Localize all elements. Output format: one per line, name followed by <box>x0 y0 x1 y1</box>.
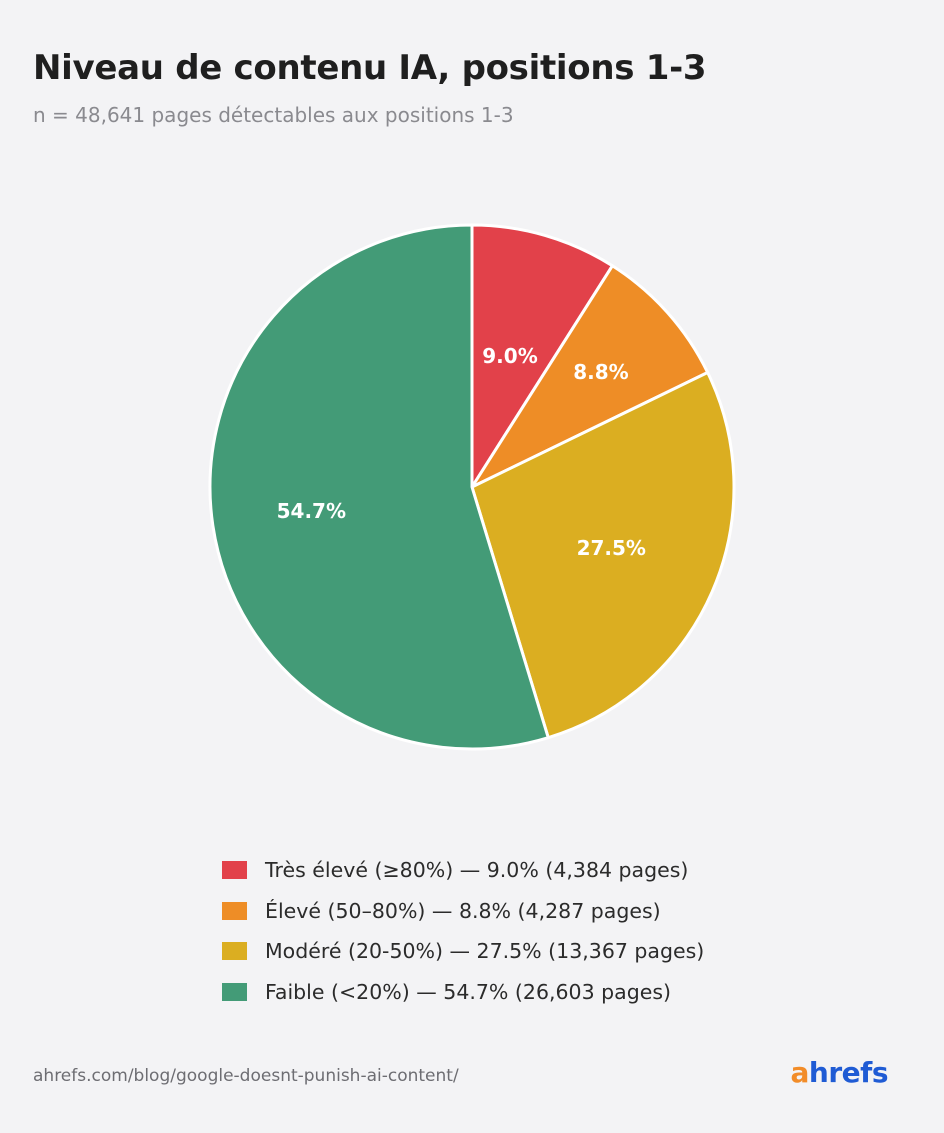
legend-label: Faible (<20%) — 54.7% (26,603 pages) <box>265 979 672 1004</box>
pie-slice-2 <box>470 264 710 489</box>
legend-swatch <box>222 982 247 1001</box>
slice-label-1: 9.0% <box>482 344 537 368</box>
legend-label: Élevé (50–80%) — 8.8% (4,287 pages) <box>265 898 661 923</box>
source-url: ahrefs.com/blog/google-doesnt-punish-ai-… <box>33 1066 459 1086</box>
legend-swatch <box>222 901 247 920</box>
slice-label-4: 54.7% <box>277 499 346 523</box>
legend-item-2: Élevé (50–80%) — 8.8% (4,287 pages) <box>222 891 704 932</box>
slice-label-2: 8.8% <box>573 360 628 384</box>
legend-label: Modéré (20-50%) — 27.5% (13,367 pages) <box>265 939 705 964</box>
chart-title: Niveau de contenu IA, positions 1-3 <box>33 48 707 88</box>
legend-item-1: Très élevé (≥80%) — 9.0% (4,384 pages) <box>222 850 704 891</box>
pie-slice-3 <box>470 370 736 740</box>
legend-label: Très élevé (≥80%) — 9.0% (4,384 pages) <box>265 858 689 883</box>
legend-item-4: Faible (<20%) — 54.7% (26,603 pages) <box>222 972 704 1013</box>
slice-label-3: 27.5% <box>577 536 646 560</box>
legend-swatch <box>222 942 247 961</box>
pie-slice-4 <box>208 223 550 751</box>
chart-legend: Très élevé (≥80%) — 9.0% (4,384 pages) Él… <box>222 850 704 1012</box>
logo-letters: hrefs <box>808 1056 889 1089</box>
chart-subtitle: n = 48,641 pages détectables aux positio… <box>33 103 514 127</box>
legend-item-3: Modéré (20-50%) — 27.5% (13,367 pages) <box>222 931 704 972</box>
legend-swatch <box>222 861 247 880</box>
ahrefs-logo: ahrefs <box>791 1056 889 1089</box>
pie-slice-1 <box>470 223 614 489</box>
pie-chart: 9.0% 8.8% 27.5% 54.7% <box>208 223 736 751</box>
logo-letter-a: a <box>790 1056 810 1089</box>
